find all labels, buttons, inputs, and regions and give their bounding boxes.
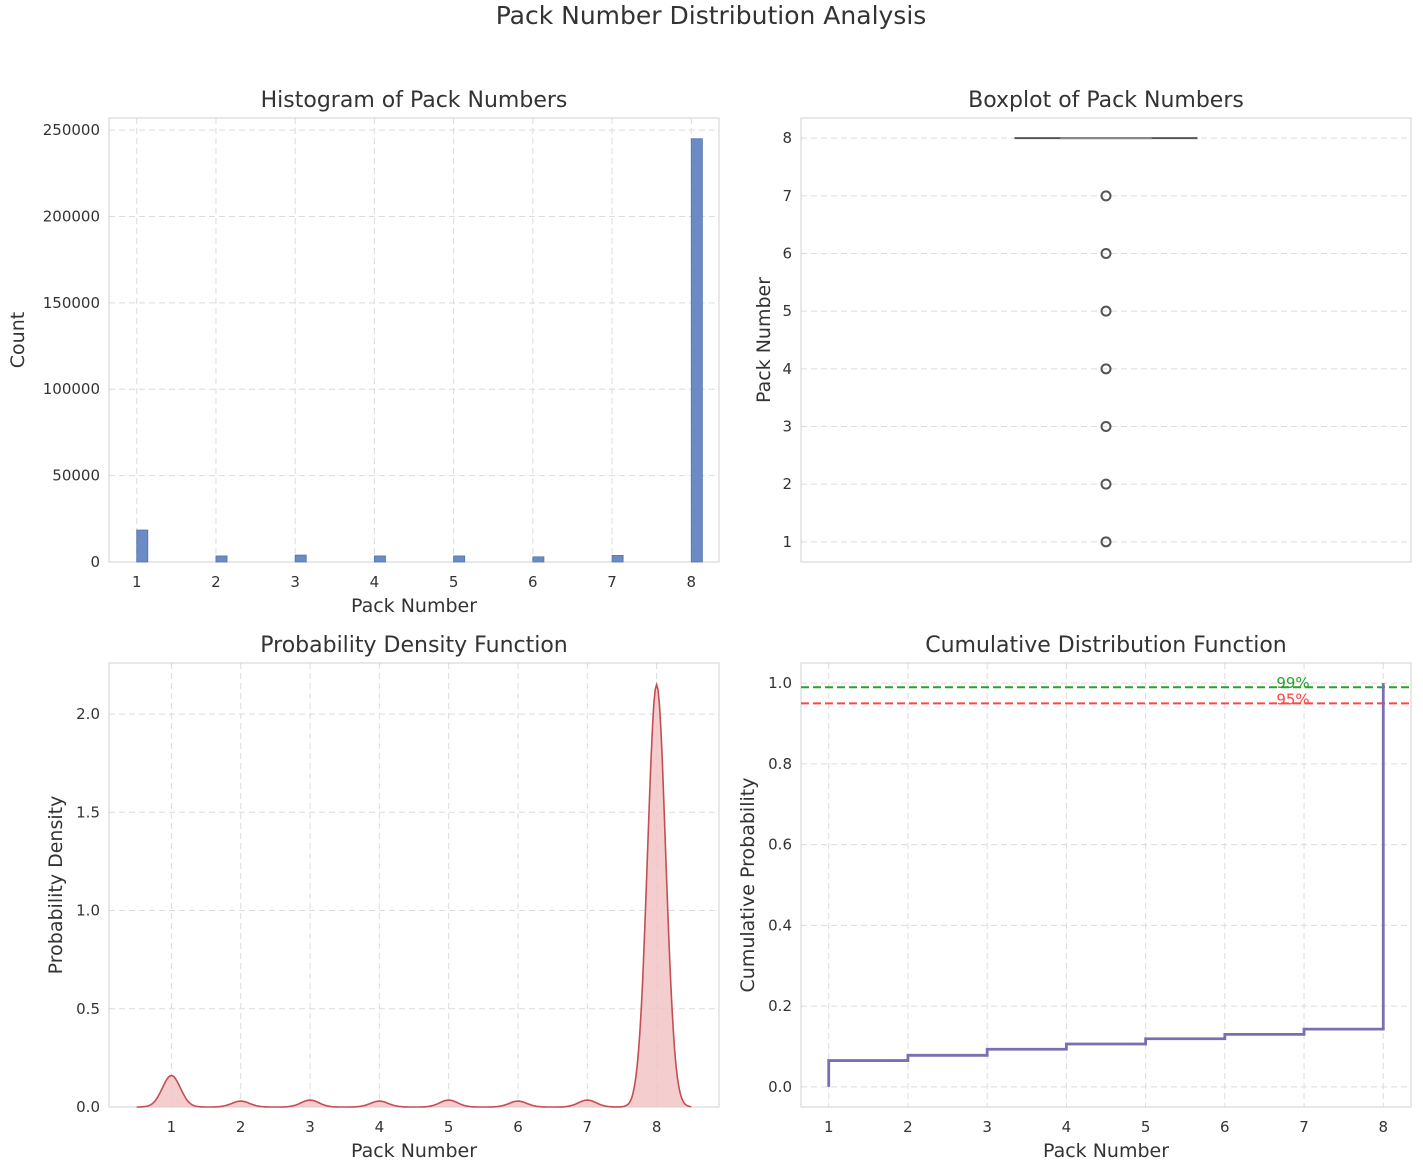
y-tick-label: 150000 (43, 294, 100, 312)
y-tick-label: 250000 (43, 121, 100, 139)
histogram-bar (453, 555, 466, 563)
x-tick-label: 2 (211, 573, 221, 591)
panels-group: 1 2 3 4 5 6 7 8 0 50000 100000 150000 200000 250000 Hi… (7, 88, 1412, 1162)
histogram-bar (611, 555, 624, 563)
y-tick-label: 5 (782, 302, 792, 320)
x-tick-label: 5 (444, 1118, 454, 1136)
x-tick-label: 1 (824, 1118, 834, 1136)
histogram-bar (136, 529, 149, 563)
boxplot-outlier (1100, 363, 1112, 375)
y-tick-label: 1.0 (768, 674, 792, 692)
x-tick-label: 1 (167, 1118, 177, 1136)
boxplot-outlier (1100, 248, 1112, 260)
y-tick-label: 3 (782, 417, 792, 435)
x-tick-label: 8 (686, 573, 696, 591)
y-tick-label: 0 (90, 553, 100, 571)
panel-title: Boxplot of Pack Numbers (968, 88, 1244, 113)
boxplot-outlier (1100, 536, 1112, 548)
plot-area (109, 663, 719, 1107)
y-tick-label: 0.6 (768, 836, 792, 854)
plot-frame (800, 662, 1412, 1108)
cdf-step-line (827, 683, 1385, 1087)
plot-frame (800, 117, 1412, 563)
boxplot-outlier (1100, 305, 1112, 317)
y-tick-label: 2.0 (76, 705, 100, 723)
boxplot-outlier (1100, 190, 1112, 202)
y-tick-label: 8 (782, 129, 792, 147)
y-tick-label: 0.0 (76, 1098, 100, 1116)
histogram-bar (532, 556, 545, 563)
figure-suptitle: Pack Number Distribution Analysis (496, 1, 927, 30)
x-tick-label: 2 (236, 1118, 246, 1136)
x-tick-label: 6 (528, 573, 538, 591)
y-tick-label: 6 (782, 245, 792, 263)
x-tick-label: 4 (370, 573, 380, 591)
y-tick-label: 0.8 (768, 755, 792, 773)
cdf-panel: 1 2 3 4 5 6 7 8 0.0 0.2 0.4 0.6 0.8 1.0 Cumulative Dis… (737, 633, 1412, 1162)
x-tick-label: 5 (449, 573, 459, 591)
x-tick-label: 6 (513, 1118, 523, 1136)
x-tick-label: 2 (903, 1118, 913, 1136)
x-tick-label: 4 (375, 1118, 385, 1136)
x-axis-label: Pack Number (1043, 1140, 1169, 1162)
boxplot-outlier (1100, 420, 1112, 432)
x-tick-label: 3 (290, 573, 300, 591)
x-tick-label: 8 (1378, 1118, 1388, 1136)
x-tick-label: 3 (982, 1118, 992, 1136)
y-axis-label: Probability Density (45, 796, 67, 975)
plot-area (801, 118, 1411, 562)
x-axis-label: Pack Number (351, 595, 477, 617)
histogram-bar (373, 555, 386, 563)
panel-title: Cumulative Distribution Function (925, 633, 1286, 658)
x-tick-label: 7 (607, 573, 617, 591)
y-tick-label: 0.4 (768, 916, 792, 934)
x-tick-label: 1 (132, 573, 142, 591)
panel-title: Probability Density Function (260, 633, 568, 658)
y-axis-label: Cumulative Probability (737, 778, 759, 993)
pdf-panel: 1 2 3 4 5 6 7 8 0.0 0.5 1.0 1.5 2.0 Probability Densi… (45, 633, 720, 1162)
x-tick-label: 5 (1141, 1118, 1151, 1136)
y-tick-label: 100000 (43, 380, 100, 398)
reference-label: 99% (1276, 674, 1309, 692)
x-tick-label: 4 (1062, 1118, 1072, 1136)
histogram-bar (294, 554, 307, 563)
x-axis-label: Pack Number (351, 1140, 477, 1162)
y-tick-label: 1.5 (76, 803, 100, 821)
reference-label: 95% (1276, 690, 1309, 708)
pdf-curve (136, 681, 692, 1108)
histogram-bar (215, 555, 228, 563)
x-tick-label: 7 (583, 1118, 593, 1136)
x-tick-label: 6 (1220, 1118, 1230, 1136)
boxplot-panel: 1 2 3 4 5 6 7 8 Boxplot of Pack Numbers Pack Numb… (753, 88, 1412, 563)
histogram-bar (690, 138, 703, 563)
histogram-panel: 1 2 3 4 5 6 7 8 0 50000 100000 150000 200000 250000 Hi… (7, 88, 720, 617)
x-tick-label: 7 (1299, 1118, 1309, 1136)
y-tick-label: 50000 (52, 467, 100, 485)
x-tick-label: 8 (652, 1118, 662, 1136)
y-tick-label: 7 (782, 187, 792, 205)
y-tick-label: 1.0 (76, 902, 100, 920)
plot-area (109, 118, 719, 562)
y-tick-label: 4 (782, 360, 792, 378)
y-tick-label: 0.5 (76, 1000, 100, 1018)
plot-area (801, 663, 1411, 1107)
y-axis-label: Pack Number (753, 277, 775, 403)
x-tick-label: 3 (305, 1118, 315, 1136)
plot-frame (108, 117, 720, 563)
y-tick-label: 1 (782, 533, 792, 551)
y-tick-label: 2 (782, 475, 792, 493)
y-tick-label: 200000 (43, 207, 100, 225)
boxplot-outlier (1100, 478, 1112, 490)
y-tick-label: 0.0 (768, 1078, 792, 1096)
panel-title: Histogram of Pack Numbers (261, 88, 568, 113)
y-tick-label: 0.2 (768, 997, 792, 1015)
y-axis-label: Count (7, 312, 29, 368)
